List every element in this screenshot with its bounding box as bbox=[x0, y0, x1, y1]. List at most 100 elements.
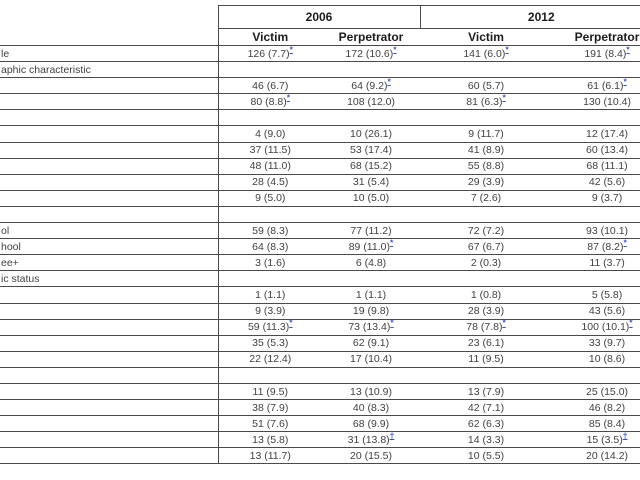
table-row: 46 (6.7) 64 (9.2)* 60 (5.7) 61 (6.1)* bbox=[0, 76, 640, 95]
cell-value: 13 (7.9) bbox=[420, 383, 553, 401]
row-label: le bbox=[0, 45, 219, 63]
footnote-marker-link[interactable]: * bbox=[390, 317, 394, 328]
cell-value: 17 (10.4) bbox=[322, 351, 421, 368]
cell-value: 77 (11.2) bbox=[322, 222, 421, 240]
cell-value: 40 (8.3) bbox=[322, 399, 421, 417]
year-header-row: 2006 2012 bbox=[0, 5, 640, 29]
row-label bbox=[0, 109, 219, 127]
cell-value bbox=[552, 109, 640, 127]
cell-value bbox=[420, 367, 553, 384]
footnote-marker-link[interactable]: † bbox=[622, 430, 628, 441]
table-row: 4 (9.0) 10 (26.1) 9 (11.7) 12 (17.4) bbox=[0, 125, 640, 143]
table-row bbox=[0, 109, 640, 127]
column-header-perpetrator-2012: Perpetrator bbox=[552, 28, 640, 46]
table-row: 11 (9.5) 13 (10.9) 13 (7.9) 25 (15.0) bbox=[0, 383, 640, 401]
cell-value: 64 (9.2)* bbox=[322, 76, 421, 95]
footnote-marker-link[interactable]: * bbox=[289, 44, 293, 55]
table-body: le 126 (7.7)* 172 (10.6)* 141 (6.0)* 191 (8.… bbox=[0, 44, 640, 465]
footnote-marker-link[interactable]: * bbox=[286, 92, 290, 103]
cell-value: 1 (1.1) bbox=[322, 286, 421, 304]
cell-value: 68 (15.2) bbox=[322, 158, 421, 175]
column-header-victim-2012: Victim bbox=[420, 28, 553, 46]
cell-value: 42 (5.6) bbox=[552, 174, 640, 191]
column-header-victim-2006: Victim bbox=[218, 28, 322, 46]
cell-value: 11 (3.7) bbox=[552, 254, 640, 272]
row-label bbox=[0, 286, 219, 304]
cell-value: 1 (0.8) bbox=[420, 286, 553, 304]
table-row: 9 (3.9) 19 (9.8) 28 (3.9) 43 (5.6) bbox=[0, 303, 640, 320]
cell-value: 172 (10.6)* bbox=[322, 44, 421, 63]
footnote-marker-link[interactable]: * bbox=[389, 237, 394, 248]
row-label bbox=[0, 399, 219, 417]
cell-value bbox=[552, 61, 640, 79]
cell-value: 100 (10.1)* bbox=[552, 317, 640, 336]
cell-value bbox=[218, 206, 322, 224]
cell-value bbox=[420, 206, 553, 224]
footnote-marker-link[interactable]: * bbox=[623, 76, 627, 87]
cell-value: 37 (11.5) bbox=[218, 142, 322, 159]
row-label bbox=[0, 77, 219, 95]
footnote-marker-link[interactable]: * bbox=[623, 237, 627, 248]
cell-value: 78 (7.8)* bbox=[420, 317, 553, 336]
table-row: ee+ 3 (1.6) 6 (4.8) 2 (0.3) 11 (3.7) bbox=[0, 254, 640, 272]
table-row: 22 (12.4) 17 (10.4) 11 (9.5) 10 (8.6) bbox=[0, 351, 640, 368]
cell-value: 67 (6.7) bbox=[420, 238, 553, 256]
footnote-marker-link[interactable]: * bbox=[289, 317, 293, 328]
footnote-marker-link[interactable]: * bbox=[502, 92, 506, 103]
cell-value: 93 (10.1) bbox=[552, 222, 640, 240]
row-label: ee+ bbox=[0, 254, 219, 272]
cell-value: 22 (12.4) bbox=[218, 351, 322, 368]
cell-value bbox=[420, 109, 553, 127]
cell-value: 85 (8.4) bbox=[552, 415, 640, 433]
footnote-marker-link[interactable]: * bbox=[505, 44, 509, 55]
footnote-marker-link[interactable]: * bbox=[629, 317, 633, 328]
cell-value: 38 (7.9) bbox=[218, 399, 322, 417]
row-label bbox=[0, 158, 219, 175]
cell-value: 73 (13.4)* bbox=[322, 317, 421, 336]
cell-value bbox=[322, 206, 421, 224]
footnote-marker-link[interactable]: † bbox=[389, 430, 395, 441]
row-label bbox=[0, 431, 219, 449]
row-label: aphic characteristic bbox=[0, 61, 219, 79]
cell-value: 13 (5.8) bbox=[218, 431, 322, 449]
cell-value: 10 (8.6) bbox=[552, 351, 640, 368]
row-label bbox=[0, 319, 219, 336]
cell-value: 87 (8.2)* bbox=[552, 237, 640, 256]
table-row: 48 (11.0) 68 (15.2) 55 (8.8) 68 (11.1) bbox=[0, 158, 640, 175]
cell-value bbox=[552, 270, 640, 288]
footnote-marker-link[interactable]: * bbox=[502, 317, 506, 328]
table-row: 37 (11.5) 53 (17.4) 41 (8.9) 60 (13.4) bbox=[0, 142, 640, 159]
cell-value bbox=[322, 109, 421, 127]
cell-value: 33 (9.7) bbox=[552, 335, 640, 352]
cell-value: 41 (8.9) bbox=[420, 142, 553, 159]
cell-value: 72 (7.2) bbox=[420, 222, 553, 240]
table-row: 28 (4.5) 31 (5.4) 29 (3.9) 42 (5.6) bbox=[0, 174, 640, 191]
cell-value: 14 (3.3) bbox=[420, 431, 553, 449]
cell-value: 46 (8.2) bbox=[552, 399, 640, 417]
row-label bbox=[0, 335, 219, 352]
row-label bbox=[0, 125, 219, 143]
cell-value: 59 (11.3)* bbox=[218, 317, 322, 336]
cell-value: 31 (5.4) bbox=[322, 174, 421, 191]
table-row: 80 (8.8)* 108 (12.0) 81 (6.3)* 130 (10.4) bbox=[0, 92, 640, 111]
footnote-marker-link[interactable]: * bbox=[393, 44, 397, 55]
column-header-perpetrator-2006: Perpetrator bbox=[322, 28, 421, 46]
cell-value: 48 (11.0) bbox=[218, 158, 322, 175]
cell-value: 60 (5.7) bbox=[420, 77, 553, 95]
cell-value: 141 (6.0)* bbox=[420, 44, 553, 63]
cell-value: 9 (3.7) bbox=[552, 190, 640, 207]
footnote-marker-link[interactable]: * bbox=[626, 44, 630, 55]
table-row bbox=[0, 367, 640, 384]
year-header-2012: 2012 bbox=[419, 5, 640, 29]
row-label bbox=[0, 415, 219, 433]
row-label bbox=[0, 303, 219, 320]
cell-value: 7 (2.6) bbox=[420, 190, 553, 207]
cell-value: 5 (5.8) bbox=[552, 286, 640, 304]
cell-value: 2 (0.3) bbox=[420, 254, 553, 272]
cell-value: 10 (26.1) bbox=[322, 125, 421, 143]
footnote-marker-link[interactable]: * bbox=[387, 76, 391, 87]
row-label bbox=[0, 190, 219, 207]
row-label bbox=[0, 367, 219, 384]
table-row: 13 (5.8) 31 (13.8)† 14 (3.3) 15 (3.5)† bbox=[0, 430, 640, 449]
row-label bbox=[0, 383, 219, 401]
